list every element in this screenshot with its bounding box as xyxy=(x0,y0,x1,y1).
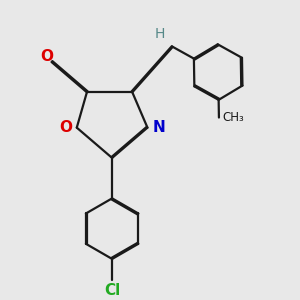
Text: O: O xyxy=(40,50,53,64)
Text: CH₃: CH₃ xyxy=(222,111,244,124)
Text: O: O xyxy=(59,120,72,135)
Text: Cl: Cl xyxy=(104,283,120,298)
Text: H: H xyxy=(155,27,165,41)
Text: N: N xyxy=(152,120,165,135)
